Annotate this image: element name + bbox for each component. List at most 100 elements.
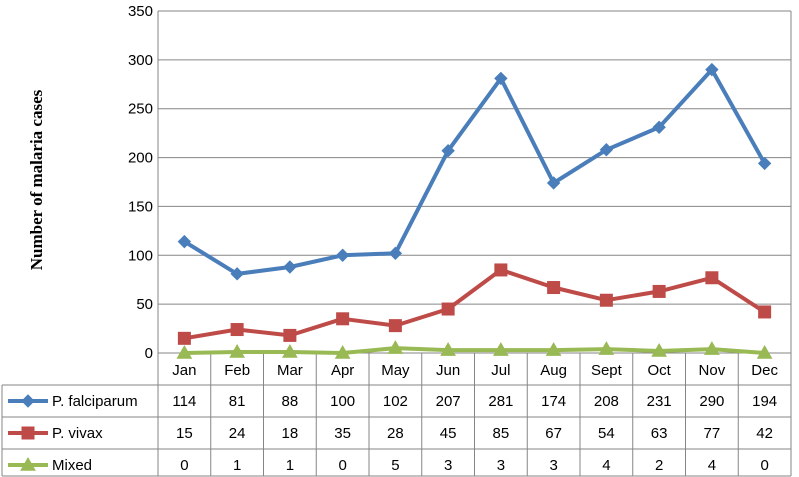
table-value: 5 — [391, 457, 399, 474]
table-value: 114 — [172, 393, 196, 410]
data-point — [177, 234, 192, 249]
data-point — [651, 343, 667, 357]
table-value: 194 — [752, 393, 777, 410]
data-point — [283, 260, 297, 274]
series-line — [184, 346, 765, 355]
x-category-label: Jun — [436, 362, 460, 379]
gridlines — [157, 10, 791, 476]
data-point — [230, 267, 244, 281]
y-tick-label: 50 — [136, 296, 153, 313]
x-category-label: Dec — [751, 362, 778, 379]
x-category-label: Aug — [540, 362, 567, 379]
data-point — [598, 341, 615, 355]
table-value: 67 — [545, 425, 562, 442]
table-value: 45 — [440, 425, 457, 442]
data-point — [387, 340, 404, 354]
legend-marker — [21, 426, 35, 440]
table-value: 207 — [436, 393, 461, 410]
legend-marker — [21, 394, 35, 408]
table-value: 18 — [282, 425, 299, 442]
data-point — [757, 156, 772, 171]
data-point — [704, 341, 720, 355]
table-value: 1 — [233, 457, 241, 474]
data-point — [652, 284, 666, 298]
x-category-label: Oct — [647, 362, 671, 379]
data-point — [334, 344, 351, 359]
table-value: 85 — [493, 425, 510, 442]
y-tick-label: 250 — [128, 101, 153, 118]
data-point — [282, 344, 298, 358]
data-point — [705, 271, 719, 285]
series-line — [183, 67, 767, 276]
x-category-label: May — [381, 362, 410, 379]
table-value: 174 — [541, 393, 566, 410]
data-point — [229, 344, 245, 358]
x-category-label: Sept — [591, 362, 623, 379]
table-value: 231 — [647, 393, 672, 410]
data-point — [440, 342, 456, 356]
table-value: 0 — [338, 457, 346, 474]
series-line — [184, 267, 766, 341]
table-value: 4 — [708, 457, 716, 474]
table-value: 100 — [330, 393, 355, 410]
legend-label: P. vivax — [52, 425, 103, 442]
table-value: 35 — [334, 425, 351, 442]
x-category-label: Apr — [331, 362, 354, 379]
data-point — [705, 62, 719, 77]
data-point — [758, 305, 772, 319]
data-point — [388, 319, 402, 333]
x-category-label: Jan — [172, 362, 196, 379]
data-point — [545, 342, 562, 356]
data-point — [546, 176, 561, 190]
data-point — [441, 144, 455, 158]
data-point — [494, 263, 508, 277]
table-value: 0 — [180, 457, 188, 474]
data-point — [599, 143, 614, 157]
table-value: 3 — [497, 457, 505, 474]
y-tick-label: 100 — [128, 247, 153, 264]
data-point — [756, 344, 773, 359]
table-value: 102 — [383, 393, 408, 410]
legend-label: P. falciparum — [52, 393, 138, 410]
y-tick-label: 150 — [128, 198, 153, 215]
table-value: 15 — [176, 425, 193, 442]
table-value: 24 — [229, 425, 246, 442]
data-point — [388, 246, 403, 261]
x-category-label: Nov — [699, 362, 726, 379]
y-tick-label: 200 — [128, 150, 153, 167]
x-category-label: Jul — [491, 362, 510, 379]
series-group — [176, 340, 773, 359]
data-point — [176, 344, 193, 359]
data-point — [283, 328, 297, 342]
data-point — [494, 71, 508, 86]
data-point — [652, 120, 666, 134]
table-value: 3 — [549, 457, 557, 474]
y-tick-label: 300 — [128, 52, 153, 69]
table-value: 81 — [229, 393, 246, 410]
table-value: 1 — [286, 457, 294, 474]
data-point — [177, 331, 191, 345]
table-value: 63 — [651, 425, 668, 442]
x-category-label: Feb — [224, 362, 250, 379]
table-value: 290 — [699, 393, 724, 410]
y-axis-ticks: 0 50 100 150 200 250 300 350 — [128, 3, 153, 362]
data-point — [599, 293, 613, 307]
x-category-label: Mar — [277, 362, 303, 379]
table-value: 4 — [602, 457, 610, 474]
data-point — [336, 312, 350, 326]
table-value: 77 — [704, 425, 721, 442]
table-value: 28 — [387, 425, 404, 442]
y-axis-label: Number of malaria cases — [27, 89, 46, 270]
table-value: 208 — [594, 393, 619, 410]
data-point — [493, 342, 509, 356]
data-point — [547, 281, 561, 295]
y-tick-label: 350 — [128, 3, 153, 20]
table-value: 281 — [488, 393, 513, 410]
data-point — [441, 302, 455, 316]
table-value: 54 — [598, 425, 615, 442]
table-value: 42 — [756, 425, 773, 442]
legend-label: Mixed — [52, 457, 92, 474]
y-tick-label: 0 — [145, 345, 153, 362]
